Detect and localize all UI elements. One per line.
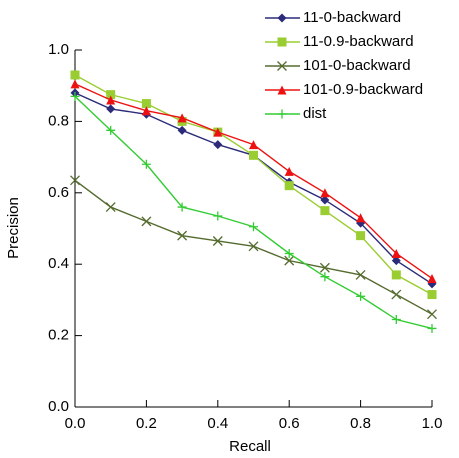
data-point: [213, 127, 223, 137]
data-point: [284, 166, 294, 176]
data-point: [177, 230, 188, 241]
data-point: [248, 241, 259, 252]
legend-marker: [277, 85, 287, 95]
series-line: [74, 74, 433, 296]
data-point: [391, 248, 401, 258]
x-tick-label: 0.4: [207, 415, 228, 432]
data-point: [70, 70, 80, 80]
data-point: [70, 79, 80, 89]
data-point: [106, 104, 116, 114]
x-tick-label: 0.8: [350, 415, 371, 432]
data-point: [141, 216, 152, 227]
data-point: [391, 256, 401, 266]
x-tick-label: 0.0: [65, 415, 86, 432]
y-tick-label: 0.0: [48, 398, 69, 415]
data-point: [284, 255, 295, 266]
legend-label: 101-0-backward: [303, 57, 411, 74]
legend-marker: [277, 13, 287, 23]
data-point: [106, 95, 116, 105]
data-point: [284, 181, 294, 191]
y-axis-label: Precision: [5, 197, 22, 259]
legend-label: 101-0.9-backward: [303, 81, 423, 98]
data-point: [213, 211, 223, 221]
data-point: [427, 309, 437, 320]
data-point: [391, 315, 401, 325]
data-point: [284, 248, 294, 258]
data-point: [177, 125, 187, 135]
x-tick-label: 0.2: [136, 415, 157, 432]
data-point: [141, 106, 151, 116]
y-tick-label: 0.4: [48, 255, 69, 272]
data-point: [177, 113, 187, 123]
data-point: [320, 206, 330, 216]
data-point: [141, 99, 151, 109]
data-point: [249, 222, 258, 232]
data-point: [213, 140, 223, 150]
data-point: [320, 195, 330, 205]
data-point: [320, 188, 330, 198]
series-line: [74, 83, 433, 280]
data-point: [356, 231, 366, 241]
data-point: [105, 202, 116, 213]
legend-marker: [277, 109, 287, 119]
x-tick-label: 1.0: [422, 415, 443, 432]
data-point: [356, 213, 366, 223]
legend-label: 11-0-backward: [303, 9, 401, 26]
y-tick-label: 0.6: [48, 184, 69, 201]
data-point: [106, 90, 116, 100]
data-point: [70, 91, 80, 101]
data-point: [391, 270, 401, 280]
y-tick-label: 0.2: [48, 327, 69, 344]
data-point: [212, 236, 223, 246]
data-point: [356, 291, 366, 301]
legend-label: 11-0.9-backward: [303, 33, 414, 50]
series-line: [74, 95, 433, 330]
x-tick-label: 0.6: [279, 415, 300, 432]
legend-marker: [277, 61, 287, 71]
data-point: [249, 150, 258, 160]
data-point: [106, 125, 116, 135]
data-point: [70, 175, 80, 186]
data-point: [249, 140, 258, 150]
data-point: [177, 202, 187, 212]
data-point: [391, 289, 402, 300]
data-point: [427, 290, 437, 300]
data-point: [427, 323, 437, 333]
data-point: [355, 269, 366, 280]
data-point: [141, 159, 151, 169]
legend-label: dist: [303, 105, 327, 122]
data-point: [320, 272, 330, 282]
y-tick-label: 1.0: [48, 41, 69, 58]
data-point: [427, 273, 437, 283]
x-axis-label: Recall: [229, 438, 271, 455]
legend-marker: [277, 37, 287, 47]
data-point: [319, 262, 330, 273]
y-tick-label: 0.8: [48, 112, 69, 129]
